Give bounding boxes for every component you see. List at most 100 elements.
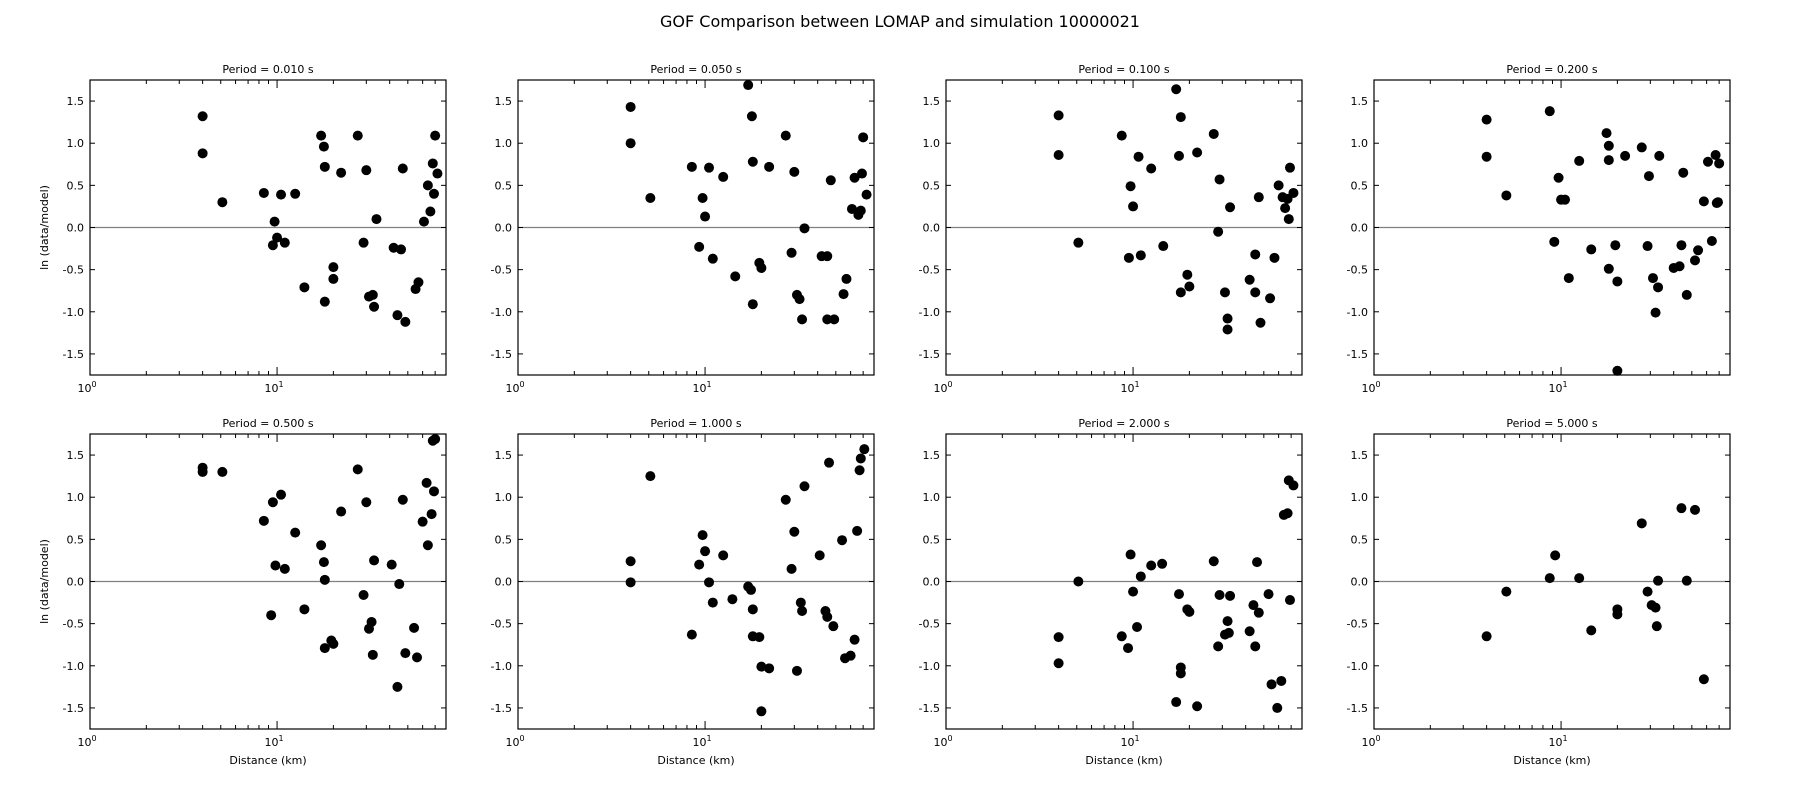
y-tick-label: 1.5 [495,449,513,462]
data-point [336,167,347,178]
data-point [1603,263,1614,274]
data-point [852,525,863,536]
data-point [1702,156,1713,167]
data-point [1265,293,1276,304]
data-point [625,101,636,112]
data-point [418,216,429,227]
data-point [791,665,802,676]
y-tick-label: 1.0 [923,491,941,504]
data-point [1653,282,1664,293]
data-point [1253,192,1264,203]
data-point [319,574,330,585]
data-point [197,466,208,477]
y-tick-label: 1.0 [67,137,85,150]
data-point [290,527,301,538]
x-tick-label: 100 [77,380,96,395]
data-point [1574,155,1585,166]
x-tick-label: 100 [505,734,524,749]
data-point [1252,557,1263,568]
subplot-title: Period = 0.100 s [1078,63,1169,76]
data-point [700,546,711,557]
data-point [837,535,848,546]
data-point [1276,675,1287,686]
data-point [1553,172,1564,183]
data-point [276,489,287,500]
y-tick-label: -1.0 [1347,306,1368,319]
y-tick-label: -1.5 [919,348,940,361]
data-point [1208,556,1219,567]
data-point [780,130,791,141]
subplot-title: Period = 2.000 s [1078,417,1169,430]
data-point [1544,573,1555,584]
data-point [700,211,711,222]
subplot: Period = 1.000 s 1.5 1.0 0.5 0.0 -0.5 -1.0 -1.5… [491,417,875,767]
data-point [730,271,741,282]
subplot-title: Period = 5.000 s [1506,417,1597,430]
data-point [841,273,852,284]
data-point [319,161,330,172]
data-point [1184,281,1195,292]
data-point [1676,503,1687,514]
y-tick-label: -1.0 [919,306,940,319]
y-tick-label: 0.0 [1351,222,1369,235]
data-point [1192,701,1203,712]
data-point [697,193,708,203]
data-point [1171,84,1182,95]
data-point [1501,190,1512,201]
data-point [789,526,800,537]
data-point [1053,110,1064,121]
axes-frame [517,79,875,376]
y-tick-label: 0.5 [1351,533,1369,546]
data-point [361,165,372,176]
data-point [328,638,339,649]
data-point [430,434,441,445]
data-point [426,509,437,520]
axes-frame [517,433,875,730]
data-point [1053,150,1064,161]
data-point [396,244,407,255]
subplot-title: Period = 0.200 s [1506,63,1597,76]
data-point [432,168,443,179]
data-point [425,206,436,217]
y-tick-label: -1.5 [63,348,84,361]
data-point [846,203,857,214]
data-point [1073,237,1084,248]
data-point [1283,214,1294,225]
data-point [756,706,767,717]
data-point [854,465,865,476]
y-tick-label: -0.5 [63,618,84,631]
y-tick-label: -1.0 [1347,660,1368,673]
data-point [1612,365,1623,376]
data-point [756,661,767,672]
data-point [1481,114,1492,125]
data-point [1157,558,1168,569]
data-point [1225,590,1236,601]
data-point [625,138,636,149]
y-tick-label: -1.5 [63,702,84,715]
data-point [727,594,738,605]
data-point [707,597,718,608]
data-point [780,494,791,505]
data-point [1146,560,1157,571]
data-point [369,555,380,566]
y-tick-label: 1.5 [495,95,513,108]
data-point [1710,150,1721,161]
x-tick-label: 101 [265,734,284,749]
data-point [1681,575,1692,586]
y-tick-label: 1.5 [67,95,85,108]
data-point [1642,241,1653,252]
data-point [825,175,836,186]
data-point [369,301,380,312]
data-point [1544,106,1555,117]
data-point [400,648,411,659]
data-point [1073,576,1084,587]
data-point [371,214,382,225]
y-tick-label: 0.5 [495,533,513,546]
data-point [1481,151,1492,162]
data-point [1173,150,1184,161]
data-point [1244,274,1255,285]
data-point [422,180,433,191]
data-point [1653,575,1664,586]
axes-frame [945,433,1303,730]
data-point [258,187,269,198]
